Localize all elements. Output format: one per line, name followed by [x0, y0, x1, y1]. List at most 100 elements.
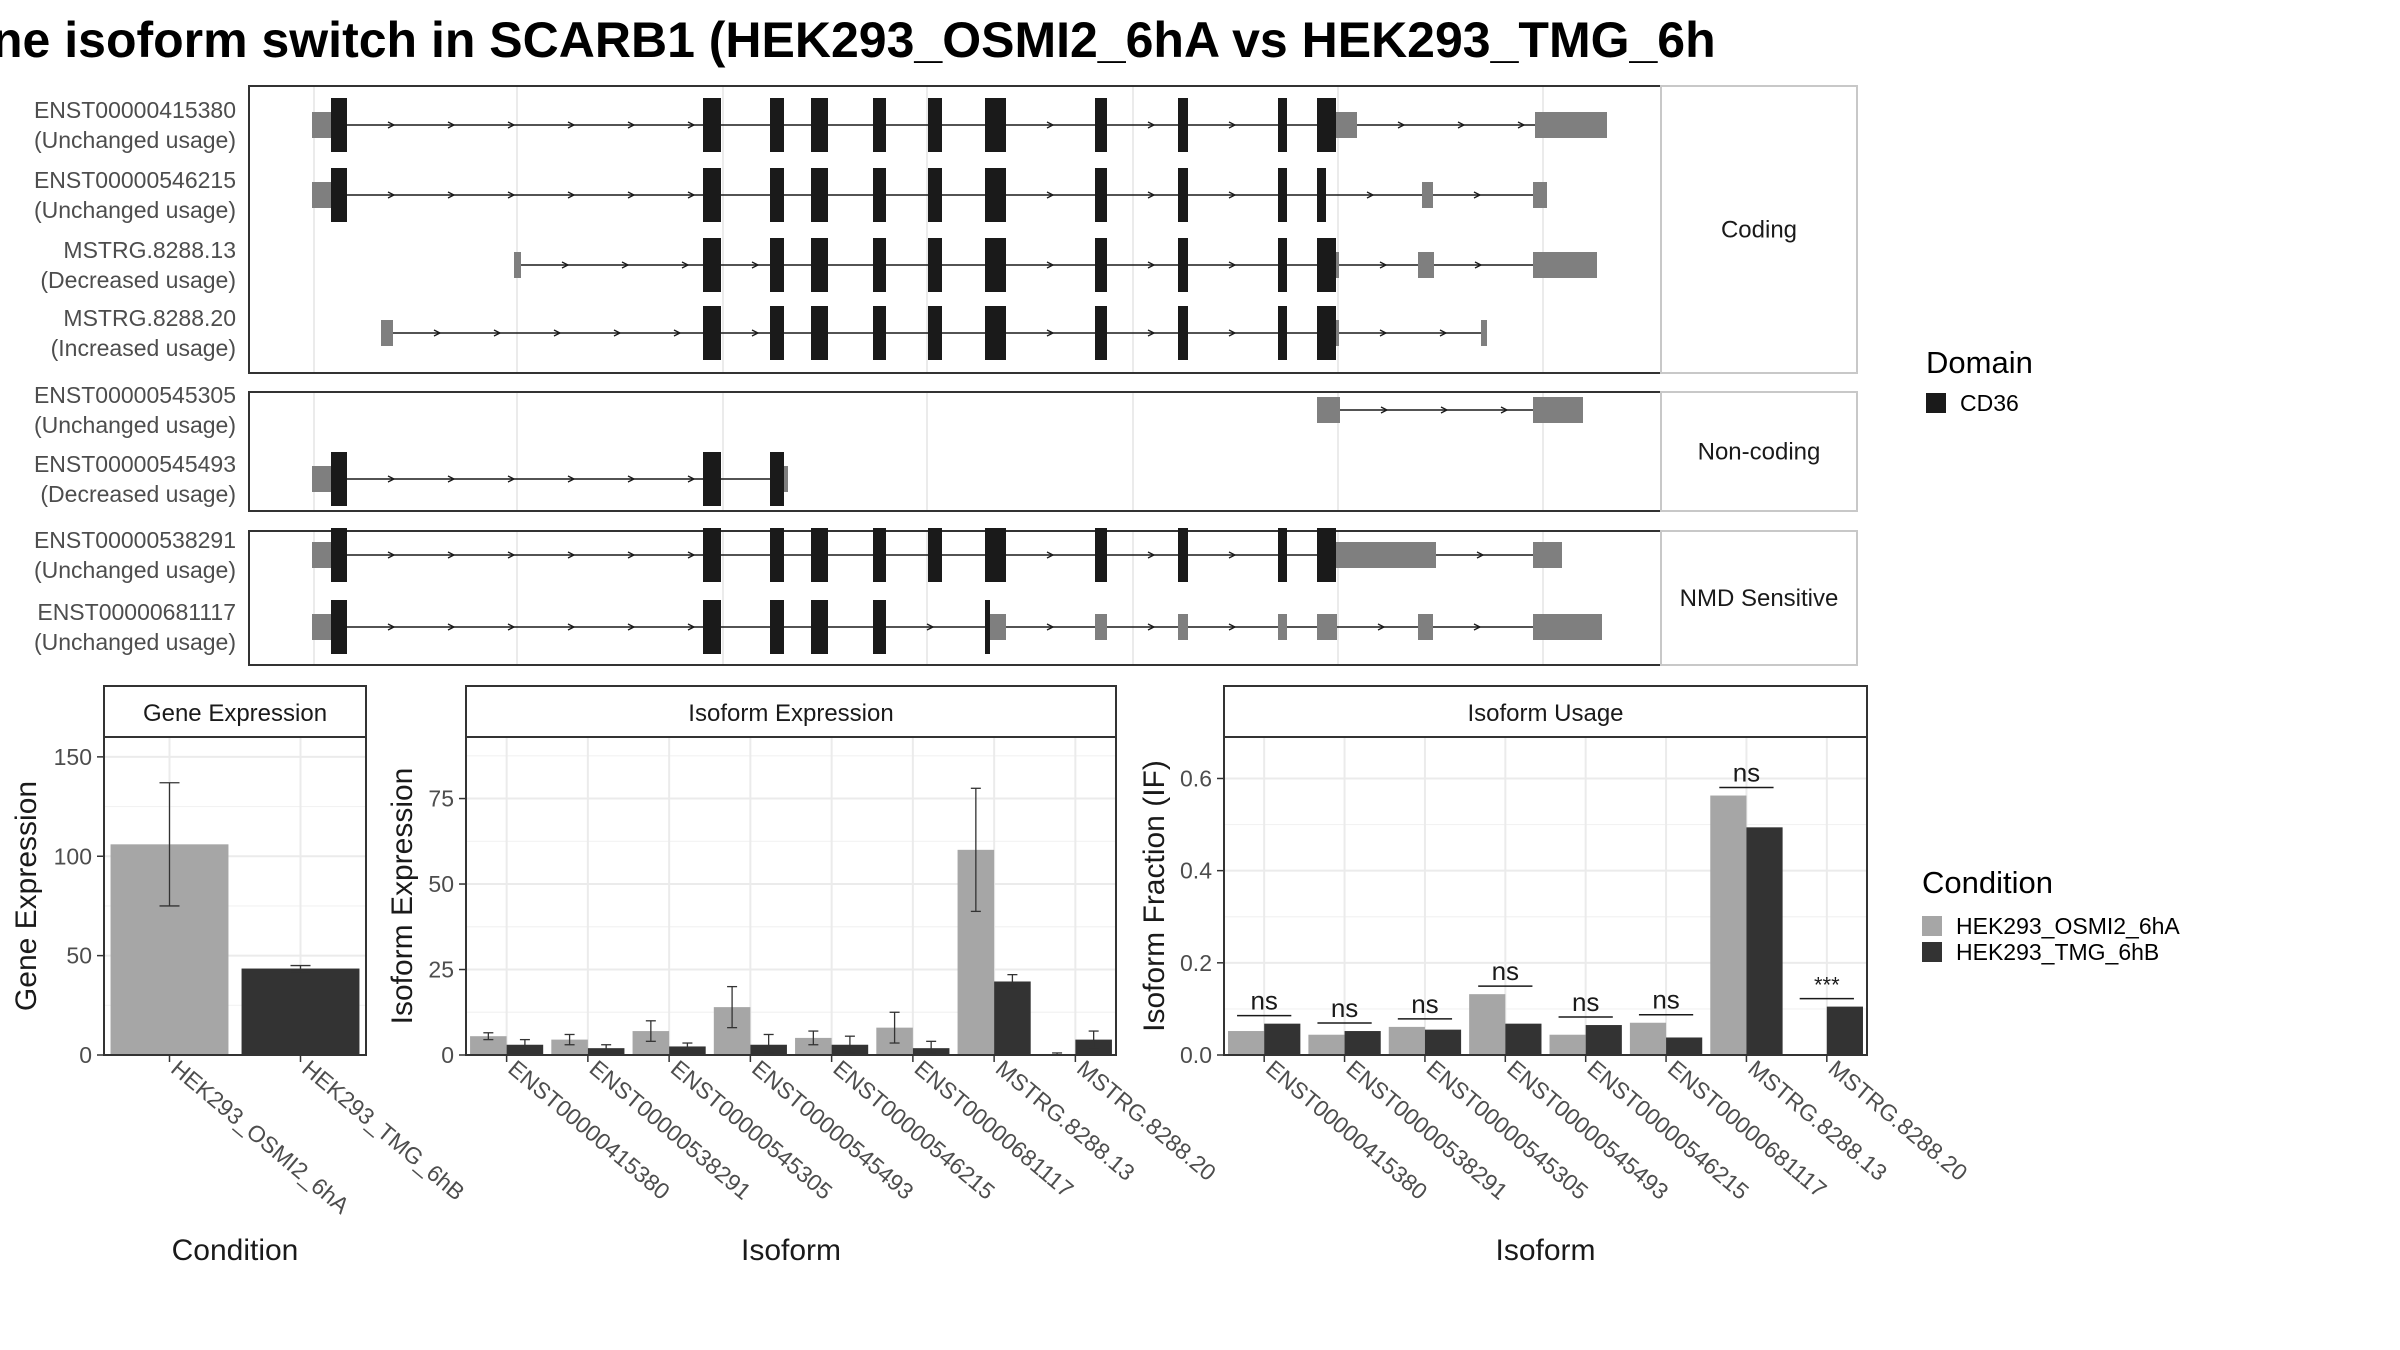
strip-label: NMD Sensitive — [1680, 585, 1839, 612]
strip-box-2 — [1660, 530, 1858, 666]
domain-legend: Domain CD36 — [1926, 345, 2033, 416]
utr-exon — [312, 542, 331, 568]
significance-label: ns — [1411, 989, 1438, 1019]
cds-exon — [811, 168, 828, 222]
utr-exon — [784, 466, 788, 492]
intron-direction-arrow — [1147, 623, 1156, 631]
transcript-usage-label: (Decreased usage) — [40, 267, 236, 293]
intron-direction-arrow — [447, 551, 456, 559]
bar-condition-a — [1549, 1034, 1586, 1055]
intron-direction-arrow — [1440, 406, 1449, 414]
y-tick-label: 50 — [66, 943, 92, 969]
intron-direction-arrow — [1379, 329, 1388, 337]
y-tick-label: 0.0 — [1180, 1042, 1212, 1068]
utr-exon — [1418, 614, 1433, 640]
intron-direction-arrow — [1147, 191, 1156, 199]
intron-direction-arrow — [687, 191, 696, 199]
intron-direction-arrow — [1500, 406, 1509, 414]
figure-title: ne isoform switch in SCARB1 (HEK293_OSMI… — [0, 12, 1716, 68]
utr-exon — [1336, 112, 1357, 138]
cds-exon — [703, 238, 721, 292]
utr-exon — [381, 320, 393, 346]
significance-label: ns — [1250, 986, 1277, 1016]
intron-direction-arrow — [627, 623, 636, 631]
utr-exon — [1336, 542, 1436, 568]
bar-condition-b — [669, 1046, 706, 1055]
cds-exon — [873, 238, 886, 292]
bar-condition-b — [1826, 1006, 1863, 1055]
isoform-usage-chart: Isoform Usage ns ns ns ns ns ns ns *** 0.0 0.2 0.4 0… — [1138, 685, 1973, 1267]
intron-direction-arrow — [567, 623, 576, 631]
structure-panel-2 — [248, 530, 1662, 666]
cds-exon — [928, 168, 942, 222]
cds-exon — [1178, 528, 1188, 582]
intron-direction-arrow — [567, 121, 576, 129]
cds-exon — [703, 600, 721, 654]
cds-exon — [985, 528, 1006, 582]
cds-exon — [1095, 168, 1107, 222]
bar-condition-a — [470, 1036, 507, 1055]
intron-direction-arrow — [1379, 261, 1388, 269]
cds-exon — [1278, 238, 1287, 292]
bar-condition-a — [632, 1031, 670, 1055]
chart-panel-border — [465, 736, 1117, 1056]
intron-direction-arrow — [673, 329, 682, 337]
cds-exon — [770, 98, 784, 152]
transcript-id-label: ENST00000546215 — [34, 167, 236, 193]
transcript-id-label: ENST00000681117 — [37, 599, 236, 625]
structure-panel-0 — [248, 85, 1662, 374]
bar-condition-b — [994, 981, 1031, 1055]
significance-label: *** — [1814, 973, 1840, 998]
intron-direction-arrow — [567, 475, 576, 483]
cds-exon — [928, 238, 942, 292]
cds-exon — [331, 168, 347, 222]
cds-exon — [873, 528, 886, 582]
intron-direction-arrow — [387, 551, 396, 559]
cds-exon — [1317, 98, 1336, 152]
transcript-id-label: MSTRG.8288.20 — [63, 305, 236, 331]
isoform-expression-chart: Isoform Expression0255075ENST00000415380… — [386, 685, 1221, 1267]
intron-direction-arrow — [433, 329, 442, 337]
significance-label: ns — [1733, 758, 1760, 788]
bar-condition-b — [1666, 1037, 1703, 1055]
intron-direction-arrow — [1147, 329, 1156, 337]
cds-exon — [1317, 306, 1336, 360]
intron-direction-arrow — [1046, 191, 1055, 199]
utr-exon — [312, 614, 331, 640]
utr-exon — [1317, 614, 1337, 640]
transcript-usage-label: (Unchanged usage) — [34, 127, 236, 153]
cds-exon — [928, 98, 942, 152]
intron-direction-arrow — [387, 475, 396, 483]
y-tick-label: 100 — [54, 843, 92, 869]
cds-exon — [873, 98, 886, 152]
bar-condition-b — [1746, 827, 1783, 1055]
x-tick-label: MSTRG.8288.13 — [1743, 1055, 1892, 1186]
bar-condition-b — [1585, 1025, 1622, 1055]
chart-panel-border — [103, 736, 367, 1056]
intron-direction-arrow — [627, 475, 636, 483]
utr-exon — [990, 614, 1006, 640]
bar-condition-b — [1505, 1023, 1542, 1055]
cds-exon — [770, 238, 784, 292]
condition-legend: Condition HEK293_OSMI2_6hA HEK293_TMG_6h… — [1922, 865, 2180, 965]
intron-direction-arrow — [507, 121, 516, 129]
cds-exon — [1178, 168, 1188, 222]
x-tick-label: MSTRG.8288.20 — [1824, 1055, 1973, 1186]
cds-exon — [811, 238, 828, 292]
condition-legend-title: Condition — [1922, 865, 2053, 900]
cds-exon — [873, 306, 886, 360]
strip-box-0 — [1660, 85, 1858, 374]
utr-exon — [1533, 182, 1547, 208]
utr-exon — [514, 252, 521, 278]
bar-condition-b — [1424, 1029, 1462, 1055]
cds-exon — [770, 528, 784, 582]
intron-direction-arrow — [1457, 121, 1466, 129]
cds-exon — [1178, 98, 1188, 152]
transcript-usage-label: (Increased usage) — [51, 335, 236, 361]
x-tick-label: MSTRG.8288.13 — [991, 1055, 1140, 1186]
utr-exon — [1422, 182, 1433, 208]
cds-exon — [1095, 306, 1107, 360]
cds-exon — [770, 600, 784, 654]
cds-exon — [1095, 98, 1107, 152]
bar-condition-a — [1710, 795, 1747, 1055]
